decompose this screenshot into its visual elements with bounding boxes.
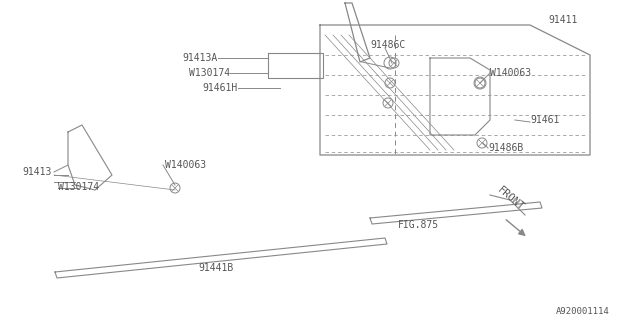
Text: FRONT: FRONT [496,185,526,213]
Text: W140063: W140063 [490,68,531,78]
Text: 91461: 91461 [530,115,559,125]
Text: 91413A: 91413A [183,53,218,63]
Text: FIG.875: FIG.875 [398,220,439,230]
Text: W130174: W130174 [189,68,230,78]
Text: A920001114: A920001114 [556,308,610,316]
Text: 91411: 91411 [548,15,577,25]
Text: 91486B: 91486B [488,143,524,153]
Text: 91486C: 91486C [370,40,405,50]
Text: 91441B: 91441B [198,263,233,273]
Text: 91413: 91413 [22,167,52,177]
Text: W130174: W130174 [58,182,99,192]
Text: W140063: W140063 [165,160,206,170]
Text: 91461H: 91461H [203,83,238,93]
